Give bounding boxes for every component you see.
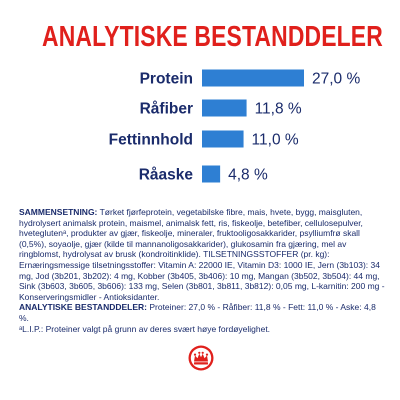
analytic-heading: ANALYTISKE BESTANDDELER: bbox=[19, 302, 147, 313]
category-label: Råfiber bbox=[140, 101, 193, 118]
category-label: Fettinnhold bbox=[109, 132, 193, 149]
category-label: Råaske bbox=[139, 167, 194, 184]
value-label: 4,8 % bbox=[228, 167, 268, 184]
bar bbox=[202, 69, 304, 87]
analytic-paragraph: ANALYTISKE BESTANDDELER: Proteiner: 27,0… bbox=[19, 302, 385, 323]
value-label: 27,0 % bbox=[312, 71, 360, 88]
value-label: 11,8 % bbox=[255, 101, 302, 118]
royal-canin-crown-logo-icon bbox=[188, 345, 214, 371]
category-label: Protein bbox=[140, 71, 193, 88]
bar bbox=[202, 99, 247, 117]
page-title: ANALYTISKE BESTANDDELER bbox=[42, 21, 383, 53]
nutrition-bar-chart: Protein 27,0 % Råfiber 11,8 % Fettinnhold 11,… bbox=[109, 69, 360, 184]
footnote: ᵃL.I.P.: Proteiner valgt på grunn av der… bbox=[19, 323, 271, 334]
bar bbox=[202, 165, 221, 183]
composition-text: Tørket fjørfeprotein, vegetabilske fibre… bbox=[19, 207, 385, 302]
composition-block: SAMMENSETNING: Tørket fjørfeprotein, veg… bbox=[19, 207, 385, 334]
composition-heading: SAMMENSETNING: bbox=[19, 207, 98, 217]
composition-paragraph: SAMMENSETNING: Tørket fjørfeprotein, veg… bbox=[19, 207, 385, 302]
value-label: 11,0 % bbox=[252, 132, 299, 149]
bar bbox=[202, 130, 244, 148]
analytic-text: Proteiner: 27,0 % - Råfiber: 11,8 % - Fe… bbox=[19, 302, 376, 323]
